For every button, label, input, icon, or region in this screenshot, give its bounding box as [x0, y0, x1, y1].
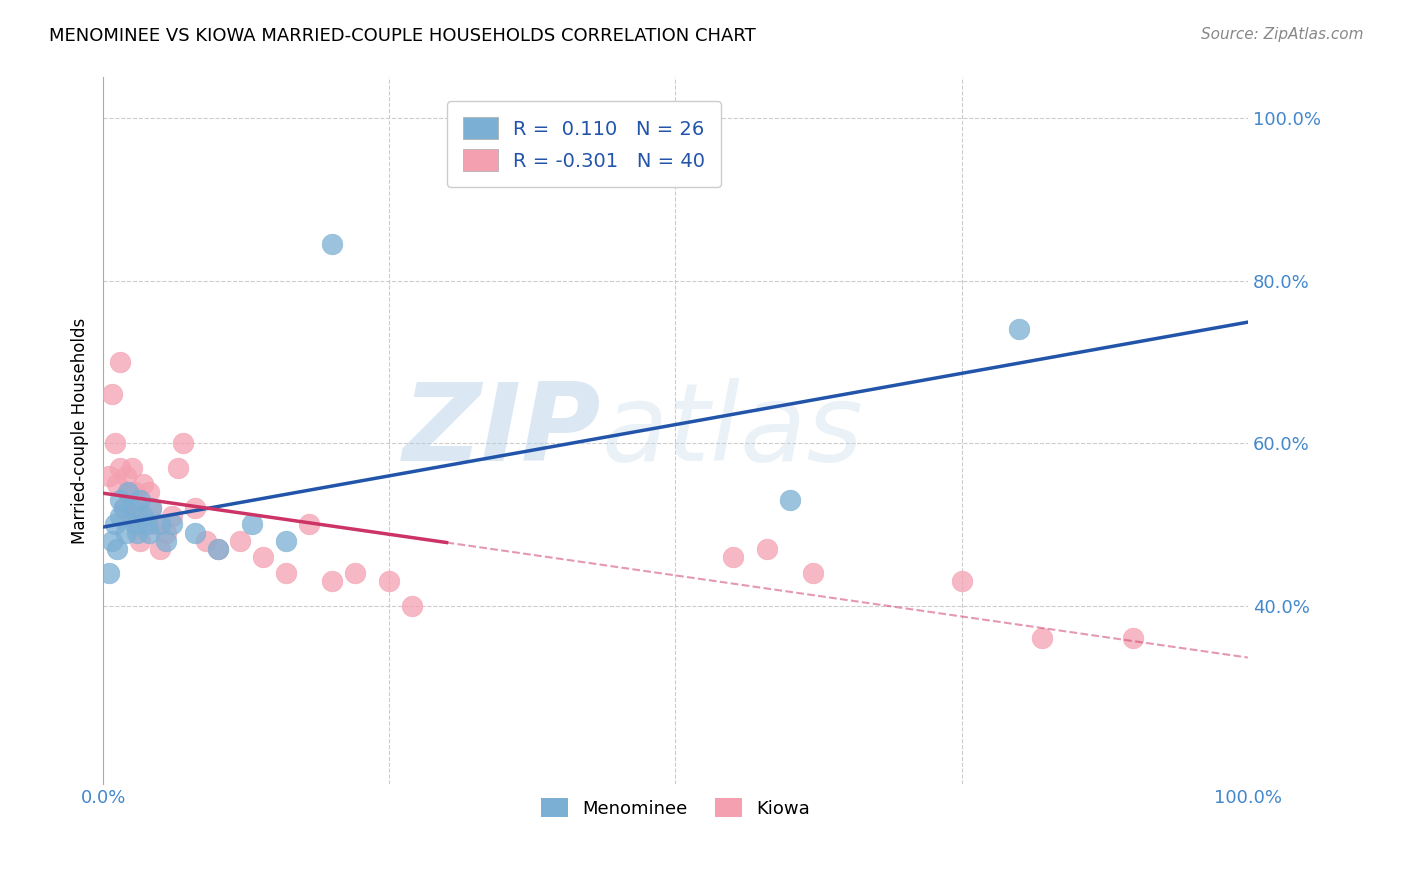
Point [160, 517, 183, 532]
Point [121, 501, 143, 516]
Point [97, 566, 120, 581]
Point [105, 476, 128, 491]
Point [117, 484, 139, 499]
Text: MENOMINEE VS KIOWA MARRIED-COUPLE HOUSEHOLDS CORRELATION CHART: MENOMINEE VS KIOWA MARRIED-COUPLE HOUSEH… [49, 27, 756, 45]
Point [132, 509, 155, 524]
Point [160, 509, 183, 524]
Point [124, 517, 146, 532]
Point [276, 533, 298, 548]
Point [121, 509, 143, 524]
Point [195, 533, 218, 548]
Point [298, 517, 321, 532]
Point [110, 355, 132, 369]
Text: Source: ZipAtlas.com: Source: ZipAtlas.com [1201, 27, 1364, 42]
Point [141, 501, 163, 516]
Point [121, 460, 143, 475]
Point [128, 533, 150, 548]
Point [97, 468, 120, 483]
Point [127, 517, 149, 532]
Point [138, 525, 160, 540]
Point [110, 509, 132, 524]
Point [183, 501, 205, 516]
Point [321, 574, 343, 589]
Point [207, 541, 229, 556]
Point [127, 501, 149, 516]
Point [779, 493, 801, 508]
Point [112, 501, 135, 516]
Point [149, 517, 172, 532]
Point [321, 237, 343, 252]
Point [721, 549, 744, 564]
Point [207, 541, 229, 556]
Point [252, 549, 274, 564]
Text: ZIP: ZIP [402, 378, 602, 484]
Point [149, 541, 172, 556]
Y-axis label: Married-couple Households: Married-couple Households [72, 318, 89, 544]
Point [117, 484, 139, 499]
Point [756, 541, 779, 556]
Point [127, 525, 149, 540]
Point [155, 533, 177, 548]
Point [1008, 322, 1031, 336]
Point [240, 517, 263, 532]
Point [135, 517, 157, 532]
Point [124, 484, 146, 499]
Point [378, 574, 401, 589]
Point [115, 525, 138, 540]
Point [110, 460, 132, 475]
Text: atlas: atlas [602, 378, 863, 483]
Point [132, 476, 155, 491]
Point [1031, 631, 1053, 645]
Point [143, 517, 166, 532]
Point [103, 517, 125, 532]
Point [183, 525, 205, 540]
Point [128, 493, 150, 508]
Point [801, 566, 824, 581]
Point [172, 436, 194, 450]
Point [101, 387, 124, 401]
Point [103, 436, 125, 450]
Point [343, 566, 366, 581]
Point [101, 533, 124, 548]
Point [950, 574, 973, 589]
Point [110, 493, 132, 508]
Point [401, 599, 423, 613]
Point [112, 501, 135, 516]
Point [141, 501, 163, 516]
Point [166, 460, 188, 475]
Point [115, 468, 138, 483]
Point [229, 533, 252, 548]
Legend: Menominee, Kiowa: Menominee, Kiowa [534, 791, 817, 825]
Point [276, 566, 298, 581]
Point [105, 541, 128, 556]
Point [1122, 631, 1144, 645]
Point [138, 484, 160, 499]
Point [155, 525, 177, 540]
